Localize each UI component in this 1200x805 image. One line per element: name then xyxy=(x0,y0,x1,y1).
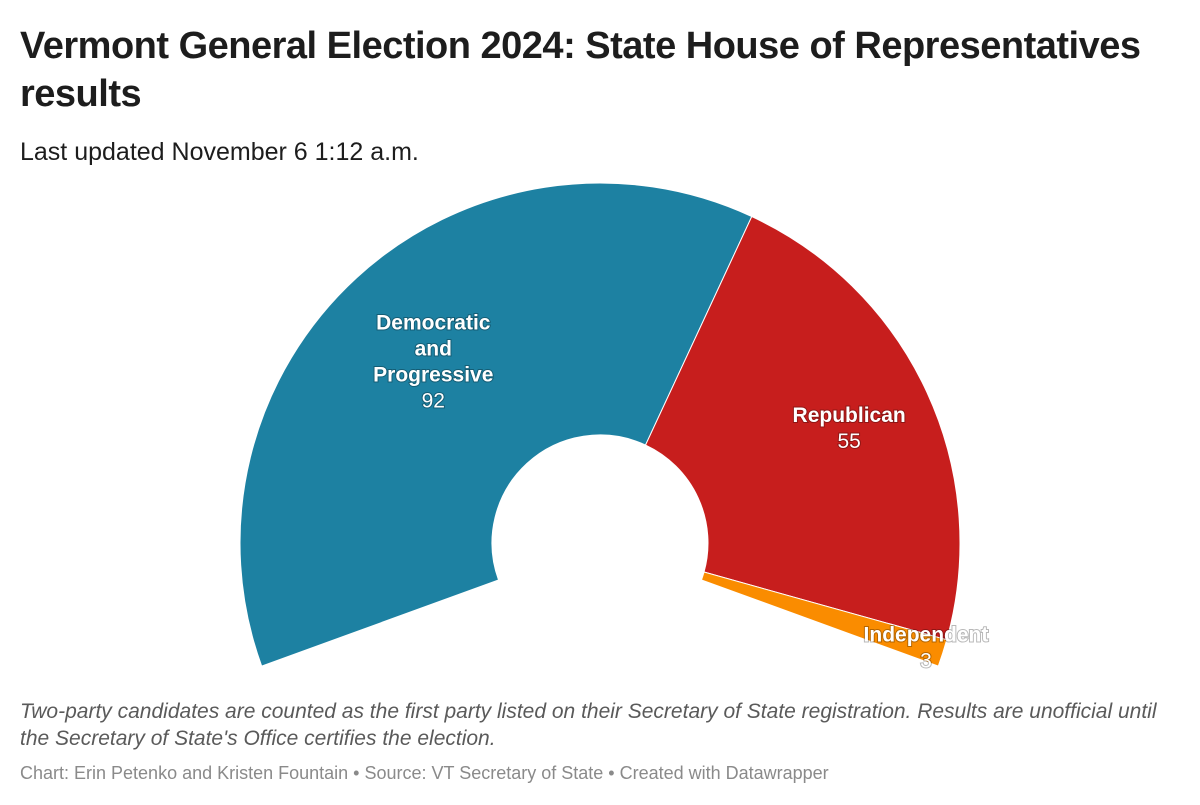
slice-name: Democratic and Progressive xyxy=(373,311,493,386)
slice-name: Republican xyxy=(793,404,906,427)
chart-subtitle: Last updated November 6 1:12 a.m. xyxy=(20,138,419,166)
slice-independent xyxy=(700,571,948,667)
slice-name-line: and xyxy=(415,337,452,360)
slice-name: Independent xyxy=(864,624,989,647)
slice-name-line: Democratic xyxy=(376,311,491,334)
slice-name-line: Progressive xyxy=(373,363,493,386)
slice-label-democratic-and-progressive: Democratic and Progressive 92 xyxy=(373,311,493,412)
slice-label-republican: Republican 55 xyxy=(793,404,906,453)
slice-republican xyxy=(644,215,961,641)
slice-value: 92 xyxy=(422,389,445,412)
slice-name-line: Republican xyxy=(793,404,906,427)
slice-name-line: Independent xyxy=(864,624,989,647)
chart-title: Vermont General Election 2024: State Hou… xyxy=(20,25,1141,115)
slice-democratic-and-progressive xyxy=(239,182,753,667)
slice-value: 3 xyxy=(920,650,932,673)
slice-label-independent: Independent 3 xyxy=(864,624,989,673)
chart-source: Chart: Erin Petenko and Kristen Fountain… xyxy=(20,763,829,783)
chart-note: Two-party candidates are counted as the … xyxy=(20,700,1157,750)
slice-value: 55 xyxy=(837,430,860,453)
